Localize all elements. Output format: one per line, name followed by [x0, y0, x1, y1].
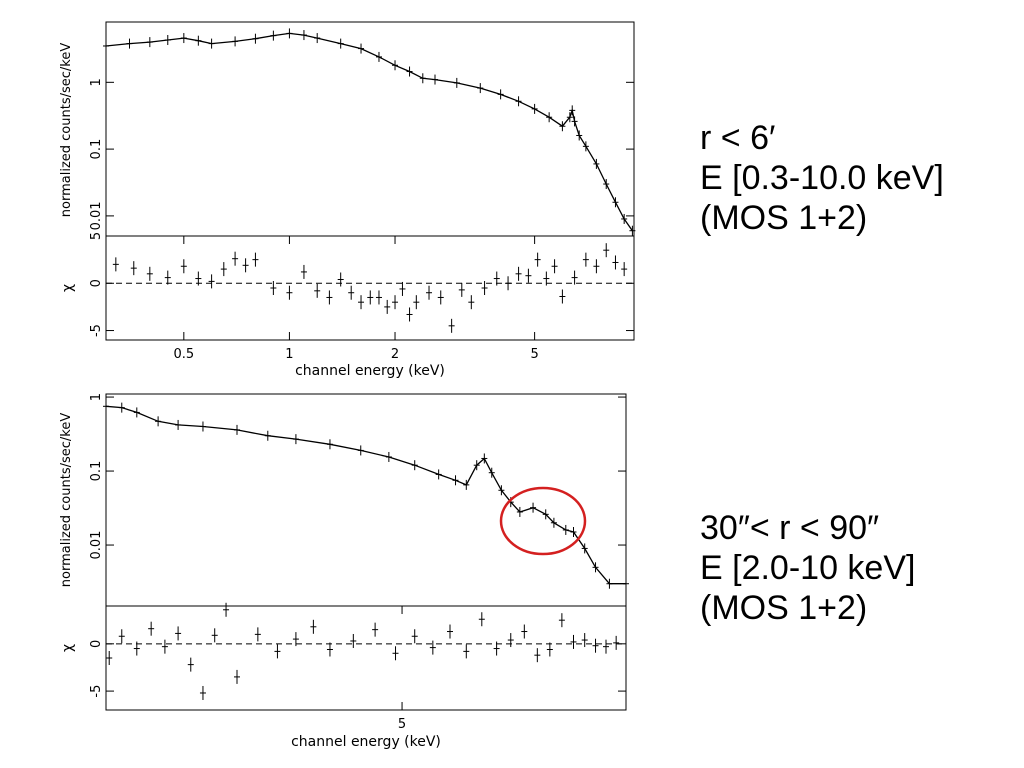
y-tick-label: 0.01 — [89, 531, 104, 560]
x-tick-label: 2 — [391, 347, 399, 362]
x-tick-label: 1 — [285, 347, 293, 362]
x-tick-label: 5 — [398, 717, 406, 732]
bottom-residuals-ylabel: χ — [60, 644, 76, 652]
y-tick-label: 0 — [89, 279, 104, 287]
y-tick-label: 1 — [89, 78, 104, 86]
bottom-residuals-xlabel: channel energy (keV) — [291, 734, 441, 750]
caption-top-line: r < 6′ — [700, 119, 776, 157]
caption-top: r < 6′ E [0.3-10.0 keV] (MOS 1+2) — [700, 118, 944, 238]
top-residuals-frame — [105, 235, 635, 341]
top-spectrum-frame — [105, 21, 635, 237]
bottom-spectrum-ylabel: normalized counts/sec/keV — [59, 413, 74, 588]
caption-top-line: (MOS 1+2) — [700, 199, 868, 237]
caption-top-line: E [0.3-10.0 keV] — [700, 159, 944, 197]
bottom-residuals-frame — [105, 605, 627, 711]
y-tick-label: 0.1 — [89, 461, 104, 482]
y-tick-label: 1 — [89, 393, 104, 401]
caption-bottom-line: 30″< r < 90″ — [700, 509, 880, 547]
y-tick-label: 0.1 — [89, 139, 104, 160]
y-tick-label: -5 — [89, 685, 104, 698]
bottom-residuals-panel: 0 -5 5 χ channel energy (keV) — [60, 602, 627, 750]
y-tick-label: -5 — [89, 324, 104, 337]
caption-bottom: 30″< r < 90″ E [2.0-10 keV] (MOS 1+2) — [700, 508, 915, 628]
model-line — [105, 405, 626, 585]
top-residuals-panel: 5 0 -5 0.5 1 2 5 χ channel energy (keV) — [60, 232, 635, 379]
top-residuals-marks: 5 0 -5 0.5 1 2 5 — [89, 232, 634, 362]
caption-bottom-line: (MOS 1+2) — [700, 589, 868, 627]
y-tick-label: 0.01 — [89, 201, 104, 230]
bottom-residuals-marks: 0 -5 5 — [89, 602, 626, 732]
model-line — [105, 32, 633, 232]
highlight-circle — [499, 486, 587, 556]
top-spectrum-panel: 1 0.1 0.01 normalized counts/sec/keV — [59, 21, 636, 237]
y-tick-label: 5 — [89, 232, 104, 240]
top-spectrum-marks: 1 0.1 0.01 — [89, 28, 636, 236]
y-tick-label: 0 — [89, 640, 104, 648]
x-tick-label: 0.5 — [173, 347, 194, 362]
top-residuals-ylabel: χ — [60, 284, 76, 292]
top-residuals-xlabel: channel energy (keV) — [295, 363, 445, 379]
caption-bottom-line: E [2.0-10 keV] — [700, 549, 916, 587]
top-spectrum-ylabel: normalized counts/sec/keV — [59, 43, 74, 218]
x-tick-label: 5 — [530, 347, 538, 362]
bottom-spectrum-panel: 1 0.1 0.01 normalized counts/sec/keV — [59, 393, 629, 607]
bottom-spectrum-marks: 1 0.1 0.01 — [89, 393, 629, 589]
